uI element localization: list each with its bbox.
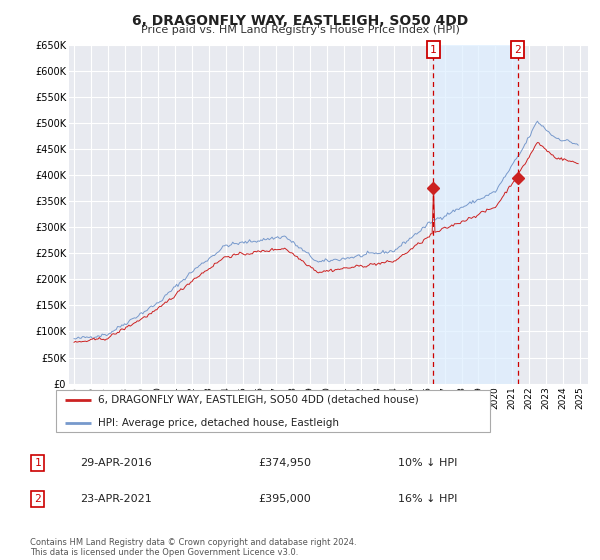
Text: Price paid vs. HM Land Registry's House Price Index (HPI): Price paid vs. HM Land Registry's House … (140, 25, 460, 35)
Text: 6, DRAGONFLY WAY, EASTLEIGH, SO50 4DD: 6, DRAGONFLY WAY, EASTLEIGH, SO50 4DD (132, 14, 468, 28)
Text: 1: 1 (35, 458, 41, 468)
Text: £395,000: £395,000 (259, 493, 311, 503)
Text: 10% ↓ HPI: 10% ↓ HPI (398, 458, 457, 468)
Text: HPI: Average price, detached house, Eastleigh: HPI: Average price, detached house, East… (98, 418, 339, 427)
Text: 23-APR-2021: 23-APR-2021 (80, 493, 152, 503)
Text: 2: 2 (35, 493, 41, 503)
Text: £374,950: £374,950 (259, 458, 311, 468)
Text: 29-APR-2016: 29-APR-2016 (80, 458, 152, 468)
Text: Contains HM Land Registry data © Crown copyright and database right 2024.
This d: Contains HM Land Registry data © Crown c… (30, 538, 356, 557)
Text: 2: 2 (514, 45, 521, 55)
Text: 16% ↓ HPI: 16% ↓ HPI (398, 493, 457, 503)
Bar (433, 45, 518, 384)
FancyBboxPatch shape (56, 390, 490, 432)
Text: 1: 1 (430, 45, 437, 55)
Text: 6, DRAGONFLY WAY, EASTLEIGH, SO50 4DD (detached house): 6, DRAGONFLY WAY, EASTLEIGH, SO50 4DD (d… (98, 395, 419, 404)
